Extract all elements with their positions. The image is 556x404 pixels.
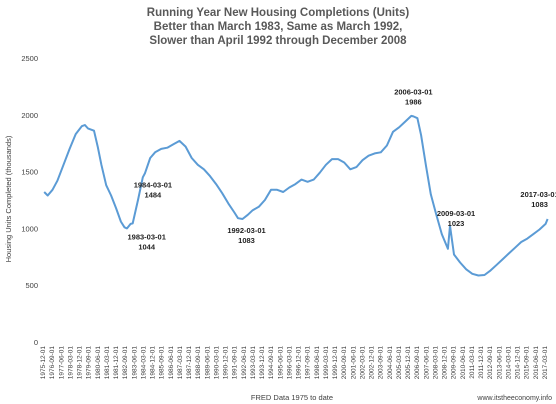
x-tick-label: 2012-09-01 — [487, 346, 494, 380]
x-tick-label: 1983-06-01 — [131, 346, 138, 380]
x-tick-label: 1980-06-01 — [95, 346, 102, 380]
x-tick-label: 1985-09-01 — [159, 346, 166, 380]
x-tick-label: 2008-03-01 — [433, 346, 440, 380]
x-tick-label: 1993-03-01 — [250, 346, 257, 380]
x-tick-label: 2011-12-01 — [478, 346, 485, 379]
x-tick-label: 2016-06-01 — [533, 346, 540, 380]
x-tick-label: 2002-03-01 — [360, 346, 367, 380]
x-tick-label: 1997-09-01 — [305, 346, 312, 380]
annotation-date: 1992-03-01 — [227, 226, 265, 235]
x-tick-label: 1984-03-01 — [140, 346, 147, 380]
annotation-value: 1083 — [531, 200, 548, 209]
chart-title-line-2: Better than March 1983, Same as March 19… — [153, 21, 403, 33]
annotation-date: 2006-03-01 — [394, 87, 432, 96]
y-tick-label: 2500 — [21, 54, 38, 63]
x-tick-label: 1984-12-01 — [150, 346, 157, 380]
x-tick-label: 2015-09-01 — [524, 346, 531, 380]
x-tick-label: 1976-09-01 — [49, 346, 56, 380]
x-tick-label: 2014-03-01 — [506, 346, 513, 380]
annotation-date: 1983-03-01 — [128, 232, 166, 241]
x-tick-label: 1991-09-01 — [232, 346, 239, 380]
x-tick-label: 2011-03-01 — [469, 346, 476, 379]
x-tick-label: 1987-12-01 — [186, 346, 193, 380]
y-axis: 0 500 1000 1500 2000 2500 — [21, 54, 38, 347]
y-tick-label: 1500 — [21, 168, 38, 177]
x-axis-label: FRED Data 1975 to date — [251, 393, 333, 402]
x-tick-label: 2010-06-01 — [460, 346, 467, 380]
x-tick-label: 1988-09-01 — [195, 346, 202, 380]
annotation-date: 2009-03-01 — [437, 209, 475, 218]
x-axis-ticks: 1975-12-01 1976-09-01 1977-06-01 1978-03-01… — [40, 346, 549, 380]
y-axis-label: Housing Units Completed (thousands) — [4, 135, 13, 262]
annotation-value: 1083 — [238, 236, 255, 245]
x-tick-label: 2000-09-01 — [341, 346, 348, 380]
chart-title-line-1: Running Year New Housing Completions (Un… — [146, 7, 410, 19]
x-tick-label: 2003-09-01 — [378, 346, 385, 380]
x-tick-label: 1989-06-01 — [204, 346, 211, 380]
x-tick-label: 2006-09-01 — [414, 346, 421, 380]
x-tick-label: 1979-09-01 — [86, 346, 93, 380]
x-tick-label: 2002-12-01 — [369, 346, 376, 380]
x-tick-label: 1996-12-01 — [296, 346, 303, 380]
x-tick-label: 1981-12-01 — [113, 346, 120, 380]
x-tick-label: 2009-09-01 — [451, 346, 458, 380]
chart-title-line-3: Slower than April 1992 through December … — [149, 35, 407, 47]
x-tick-label: 1990-03-01 — [213, 346, 220, 380]
x-tick-label: 1978-03-01 — [67, 346, 74, 380]
x-tick-label: 1977-06-01 — [58, 346, 65, 380]
x-tick-label: 1982-09-01 — [122, 346, 129, 380]
annotation-date: 2017-03-01 — [520, 190, 556, 199]
source-label: www.itstheeconomy.info — [476, 395, 552, 402]
y-tick-label: 2000 — [21, 111, 38, 120]
x-tick-label: 1999-03-01 — [323, 346, 330, 380]
x-tick-label: 1995-06-01 — [277, 346, 284, 380]
y-tick-label: 1000 — [21, 224, 38, 233]
x-tick-label: 2014-12-01 — [515, 346, 522, 380]
x-tick-label: 2005-03-01 — [396, 346, 403, 380]
x-tick-label: 2005-12-01 — [405, 346, 412, 380]
x-tick-label: 2008-12-01 — [442, 346, 449, 380]
annotation-date: 1984-03-01 — [134, 180, 172, 189]
x-tick-label: 1998-06-01 — [314, 346, 321, 380]
x-tick-label: 1986-06-01 — [168, 346, 175, 380]
x-tick-label: 2001-06-01 — [350, 346, 357, 380]
x-tick-label: 1994-09-01 — [268, 346, 275, 380]
y-tick-label: 500 — [25, 281, 38, 290]
annotation-value: 1484 — [145, 190, 163, 199]
x-tick-label: 1993-12-01 — [259, 346, 266, 380]
x-tick-label: 2007-06-01 — [423, 346, 430, 380]
x-tick-label: 2017-03-01 — [542, 346, 549, 380]
annotation-value: 1986 — [405, 97, 422, 106]
annotations: 2006-03-0119861984-03-0114841983-03-0110… — [128, 87, 556, 251]
x-tick-label: 1987-03-01 — [177, 346, 184, 380]
x-tick-label: 1996-03-01 — [286, 346, 293, 380]
x-tick-label: 1990-12-01 — [223, 346, 230, 380]
annotation-value: 1044 — [138, 242, 156, 251]
x-tick-label: 1992-06-01 — [241, 346, 248, 380]
x-tick-label: 2004-06-01 — [387, 346, 394, 380]
x-tick-label: 1981-03-01 — [104, 346, 111, 380]
y-tick-label: 0 — [34, 338, 38, 347]
x-tick-label: 2013-06-01 — [496, 346, 503, 380]
series-line — [43, 114, 549, 277]
x-tick-label: 1999-12-01 — [332, 346, 339, 380]
x-tick-label: 1978-12-01 — [77, 346, 84, 380]
annotation-value: 1023 — [448, 219, 465, 228]
x-tick-label: 1975-12-01 — [40, 346, 47, 380]
